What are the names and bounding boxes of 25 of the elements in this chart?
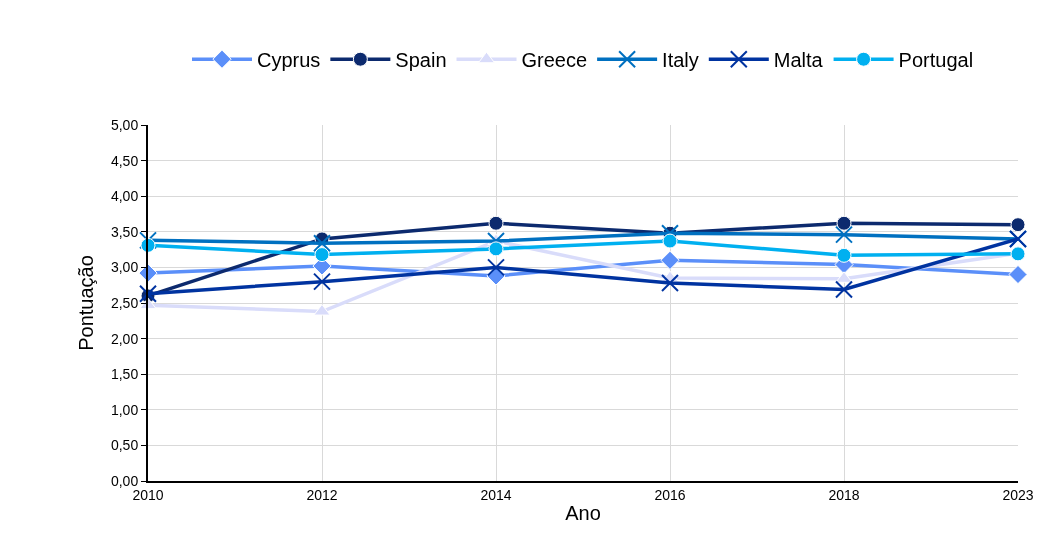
y-tick-label: 2,50: [110, 294, 139, 311]
x-tick-label: 2023: [1002, 486, 1034, 503]
legend-label: Cyprus: [257, 49, 321, 72]
legend-label: Malta: [773, 49, 824, 72]
x-tick-label: 2018: [828, 486, 860, 503]
y-tick-label: 5,00: [110, 116, 139, 133]
x-tick-label: 2016: [654, 486, 686, 503]
y-tick-label: 1,00: [110, 401, 139, 418]
y-tick-label: 4,00: [110, 188, 139, 205]
x-tick-label: 2012: [306, 486, 338, 503]
legend-label: Portugal: [898, 49, 974, 72]
legend-label: Spain: [395, 49, 447, 72]
legend-label: Greece: [521, 49, 588, 72]
y-tick-label: 0,00: [110, 472, 139, 489]
y-tick-label: 2,00: [110, 330, 139, 347]
y-tick-label: 0,50: [110, 437, 139, 454]
legend-label: Italy: [662, 49, 699, 72]
y-axis-title: Pontuação: [74, 255, 97, 351]
x-tick-label: 2014: [480, 486, 512, 503]
y-tick-label: 3,50: [110, 223, 139, 240]
y-tick-label: 3,00: [110, 259, 139, 276]
y-tick-label: 4,50: [110, 152, 139, 169]
y-tick-label: 1,50: [110, 366, 139, 383]
x-tick-label: 2010: [132, 486, 164, 503]
x-axis-title: Ano: [565, 501, 601, 524]
